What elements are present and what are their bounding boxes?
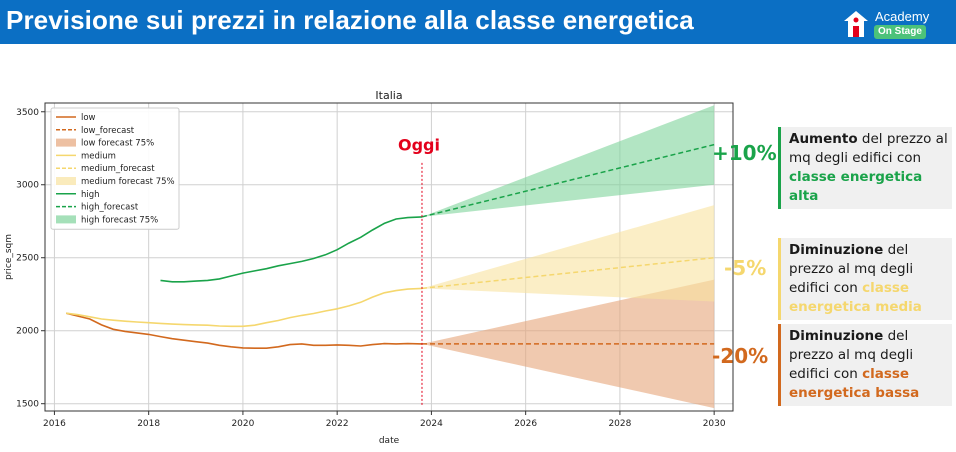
- y-tick-label: 2000: [16, 327, 39, 337]
- callout-bar: [778, 324, 781, 406]
- legend-swatch: [56, 138, 76, 147]
- legend-entry: medium: [81, 151, 116, 161]
- delta-medium: -5%: [724, 256, 767, 280]
- legend-entry: medium_forecast: [81, 164, 155, 174]
- brand-name: Academy: [875, 9, 930, 24]
- x-tick-label: 2022: [326, 419, 349, 429]
- legend-entry: high_forecast: [81, 203, 139, 213]
- forecast-line-high_forecast: [421, 143, 715, 218]
- brand-logo[interactable]: Academy On Stage: [842, 7, 952, 41]
- forecast-band-medium_forecast: [421, 205, 715, 302]
- callout-text: del prezzo al mq degli edifici con: [789, 131, 948, 166]
- callout-class-label: classe energetica media: [789, 280, 922, 315]
- price-forecast-chart: Italia 2016 2018 2020 2022 2024 2026 2028 2030 15…: [4, 89, 734, 446]
- x-tick-label: 2016: [43, 419, 66, 429]
- y-axis-label: price_sqm: [4, 234, 14, 280]
- callout-bar: [778, 127, 781, 209]
- x-tick-label: 2026: [514, 419, 537, 429]
- legend-swatch: [56, 215, 76, 224]
- callout-class-label: classe energetica alta: [789, 169, 923, 204]
- series-line-high: [160, 216, 423, 283]
- house-icon: [844, 11, 868, 37]
- forecast-band-high_forecast: [421, 105, 715, 217]
- x-axis-label: date: [379, 436, 400, 446]
- x-tick-label: 2030: [703, 419, 726, 429]
- callout-medium: Diminuzione del prezzo al mq degli edifi…: [778, 238, 952, 320]
- legend-entry: low forecast 75%: [81, 139, 154, 149]
- y-tick-label: 3000: [16, 181, 39, 191]
- page-header: Previsione sui prezzi in relazione alla …: [0, 0, 956, 44]
- legend-box: [50, 107, 180, 230]
- plot-frame: [44, 102, 734, 412]
- callout-class-label: classe energetica bassa: [789, 366, 920, 401]
- x-tick-label: 2020: [231, 419, 254, 429]
- callout-high: Aumento del prezzo al mq degli edifici c…: [778, 127, 952, 209]
- legend-entry: low: [81, 113, 96, 123]
- x-tick-label: 2018: [137, 419, 160, 429]
- today-marker-label: Oggi: [398, 135, 440, 154]
- callout-low: Diminuzione del prezzo al mq degli edifi…: [778, 324, 952, 406]
- legend-entry: high: [81, 190, 100, 200]
- x-tick-label: 2028: [608, 419, 631, 429]
- callout-bold: Diminuzione: [789, 242, 884, 258]
- x-tick-label: 2024: [420, 419, 443, 429]
- y-tick-label: 3500: [16, 108, 39, 118]
- legend-entry: medium forecast 75%: [81, 177, 175, 187]
- series-line-medium: [66, 287, 423, 328]
- page-title: Previsione sui prezzi in relazione alla …: [6, 5, 694, 35]
- legend-entry: low_forecast: [81, 126, 135, 136]
- callout-bar: [778, 238, 781, 320]
- chart-title: Italia: [375, 89, 402, 102]
- legend-swatch: [56, 177, 76, 185]
- delta-high: +10%: [712, 141, 777, 165]
- callout-text: del prezzo al mq degli edifici con: [789, 242, 914, 296]
- callout-bold: Diminuzione: [789, 328, 884, 344]
- forecast-line-medium_forecast: [421, 256, 715, 290]
- brand-badge: On Stage: [874, 25, 926, 39]
- callout-bold: Aumento: [789, 131, 858, 147]
- y-tick-label: 2500: [16, 254, 39, 264]
- delta-low: -20%: [712, 344, 769, 368]
- callout-text: del prezzo al mq degli edifici con: [789, 328, 914, 382]
- y-tick-label: 1500: [16, 400, 39, 410]
- series-line-low: [66, 312, 423, 349]
- legend-entry: high forecast 75%: [81, 215, 158, 225]
